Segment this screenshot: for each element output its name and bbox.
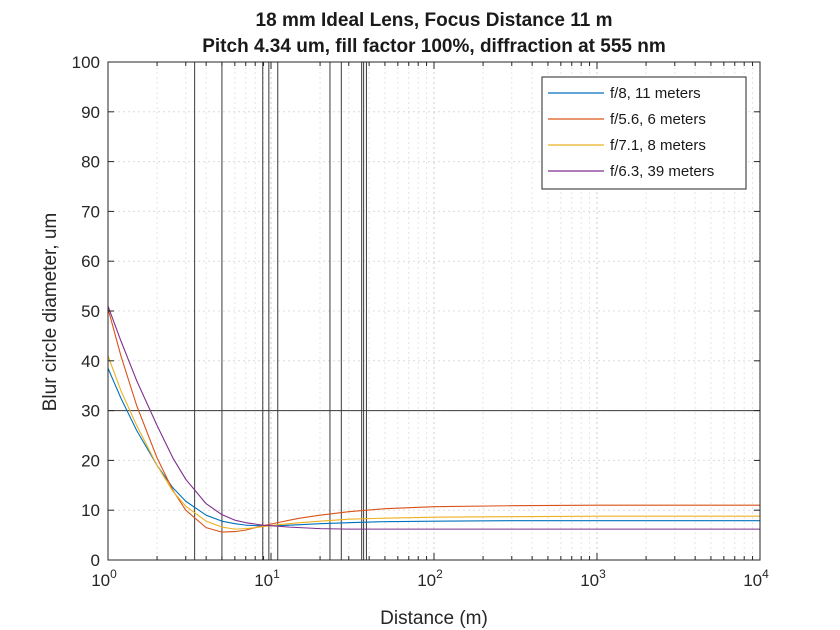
y-tick-label: 80 xyxy=(81,153,100,172)
y-tick-label: 70 xyxy=(81,202,100,221)
y-axis-label: Blur circle diameter, um xyxy=(40,213,61,412)
x-tick-label: 100 xyxy=(91,567,117,590)
x-tick-label: 101 xyxy=(254,567,280,590)
x-tick-label-base: 10 xyxy=(743,571,762,590)
x-tick-label-base: 10 xyxy=(580,571,599,590)
y-tick-label: 90 xyxy=(81,103,100,122)
axis-ticks xyxy=(107,61,760,561)
legend-label-2: f/5.6, 6 meters xyxy=(610,111,706,128)
y-tick-label: 100 xyxy=(72,53,100,72)
legend-box xyxy=(541,76,747,190)
series-line-4 xyxy=(107,305,760,530)
y-tick-label: 40 xyxy=(81,352,100,371)
legend-label-4: f/6.3, 39 meters xyxy=(610,163,714,180)
x-tick-label: 102 xyxy=(417,567,443,590)
y-tick-label: 0 xyxy=(91,551,100,570)
x-tick-label-exponent: 0 xyxy=(110,567,117,581)
x-tick-label-exponent: 2 xyxy=(436,567,443,581)
y-tick-label: 20 xyxy=(81,451,100,470)
x-tick-label: 104 xyxy=(743,567,769,590)
chart-subtitle: Pitch 4.34 um, fill factor 100%, diffrac… xyxy=(202,36,666,57)
x-tick-label: 103 xyxy=(580,567,606,590)
y-tick-label: 30 xyxy=(81,402,100,421)
legend: f/8, 11 meters f/5.6, 6 meters f/7.1, 8 me… xyxy=(541,76,747,190)
x-tick-label-base: 10 xyxy=(417,571,436,590)
y-tick-label: 60 xyxy=(81,252,100,271)
x-tick-label-base: 10 xyxy=(254,571,273,590)
chart-title: 18 mm Ideal Lens, Focus Distance 11 m xyxy=(256,10,613,31)
legend-label-3: f/7.1, 8 meters xyxy=(610,137,706,154)
y-tick-label: 10 xyxy=(81,501,100,520)
x-tick-label-exponent: 1 xyxy=(273,567,280,581)
x-tick-label-exponent: 4 xyxy=(762,567,769,581)
legend-label-1: f/8, 11 meters xyxy=(610,85,701,102)
x-tick-label-exponent: 3 xyxy=(599,567,606,581)
x-tick-label-base: 10 xyxy=(91,571,110,590)
y-tick-label: 50 xyxy=(81,302,100,321)
series-line-3 xyxy=(107,355,760,530)
x-axis-label: Distance (m) xyxy=(380,608,488,629)
reference-lines xyxy=(108,62,760,560)
series-lines xyxy=(107,305,760,533)
